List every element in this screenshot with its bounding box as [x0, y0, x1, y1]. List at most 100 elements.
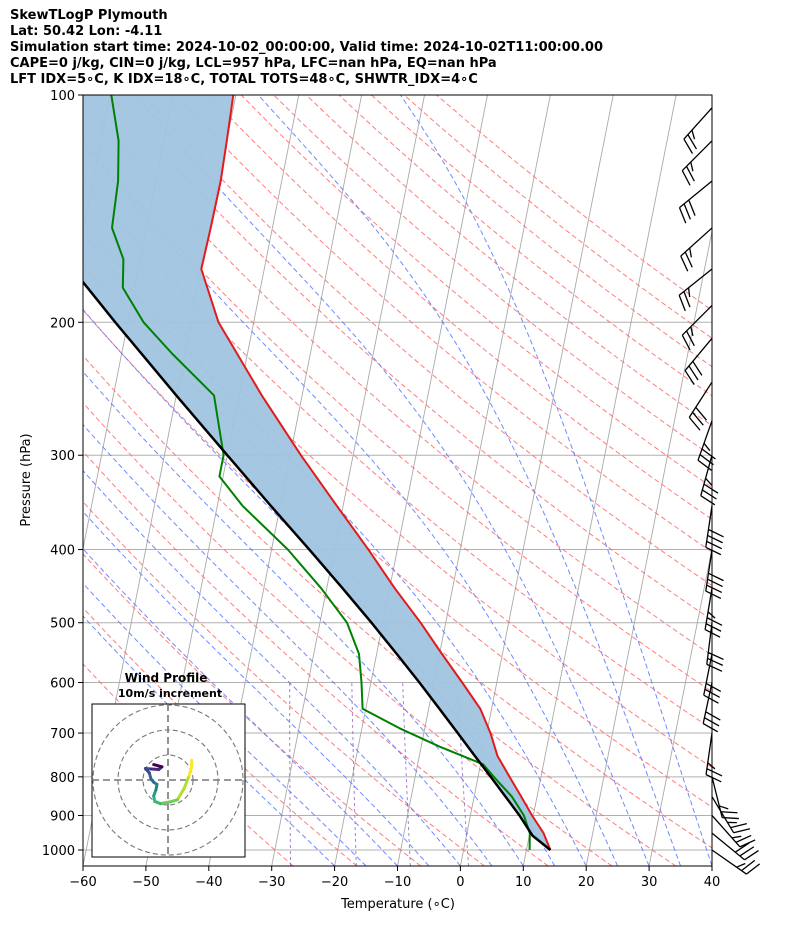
- x-tick-label: −60: [69, 875, 96, 890]
- wind-barb: [680, 227, 713, 272]
- moist-adiabat-line: [83, 308, 556, 866]
- wind-barb-flag: [699, 454, 714, 466]
- wind-barb-flag: [746, 863, 761, 875]
- cin-shaded-area: [83, 95, 551, 850]
- wind-barb-flag: [741, 859, 756, 872]
- x-tick-label: 0: [456, 875, 464, 890]
- isotherm-line: [522, 95, 677, 866]
- wind-barb-staff: [705, 732, 713, 775]
- wind-barb-staff: [688, 381, 713, 418]
- location-line: Lat: 50.42 Lon: -4.11: [10, 24, 163, 39]
- wind-barb-flag: [705, 682, 722, 693]
- dry-adiabat-line: [305, 95, 712, 427]
- wind-barb: [711, 796, 751, 834]
- wind-barb: [681, 140, 713, 186]
- wind-barb-flag: [688, 199, 696, 216]
- wind-barb: [705, 505, 724, 556]
- moist-adiabat-line: [83, 582, 367, 866]
- dry-adiabat-line: [110, 95, 712, 621]
- y-tick-label: 700: [50, 727, 75, 742]
- wind-barb: [681, 304, 713, 351]
- wind-barb: [678, 268, 713, 312]
- wind-barb-flag: [685, 330, 695, 347]
- wind-barb-flag: [701, 448, 716, 460]
- dewpoint-profile-group: [110, 95, 531, 851]
- wind-barb-flag: [706, 584, 723, 594]
- dry-adiabat-line: [371, 95, 712, 368]
- wind-barb: [711, 815, 756, 848]
- hodograph: Wind Profile 10m/s increment: [91, 671, 246, 858]
- wind-barb-staff: [678, 268, 713, 296]
- dry-adiabat-line: [83, 99, 712, 657]
- wind-barb-staff: [703, 653, 713, 696]
- wind-barb-flag: [684, 370, 695, 385]
- wind-barb-staff: [700, 455, 713, 496]
- wind-barb-flag: [690, 326, 694, 337]
- dry-adiabat-line: [273, 95, 712, 457]
- dry-adiabat-line: [143, 95, 712, 587]
- dry-adiabat-line: [83, 450, 549, 866]
- wind-barb-flag: [678, 207, 687, 224]
- wind-barb-staff: [683, 107, 713, 140]
- wind-barb-staff: [711, 815, 741, 848]
- wind-barb-staff: [681, 304, 713, 336]
- wind-barb-staff: [705, 549, 713, 592]
- wind-barb-flag: [692, 360, 703, 376]
- wind-barb: [678, 180, 713, 224]
- moist-adiabat-line: [83, 548, 398, 866]
- y-tick-label: 200: [50, 316, 75, 331]
- wind-barbs: [678, 107, 761, 875]
- x-tick-label: −50: [132, 875, 159, 890]
- time-line: Simulation start time: 2024-10-02_00:00:…: [10, 40, 603, 55]
- dry-adiabat-line: [83, 607, 358, 866]
- wind-barb-staff: [705, 505, 713, 548]
- wind-barb-flag: [683, 138, 694, 154]
- wind-barb-flag: [707, 534, 723, 544]
- isotherm-line: [711, 863, 712, 866]
- y-tick-label: 900: [50, 809, 75, 824]
- wind-barb-staff: [680, 227, 713, 257]
- wind-barb: [711, 776, 739, 820]
- parcel-profile-group: [83, 280, 552, 851]
- wind-barb-flag: [702, 723, 719, 733]
- hodograph-subtitle: 10m/s increment: [118, 687, 222, 700]
- wind-barb: [703, 653, 722, 704]
- wind-barb-flag: [708, 528, 724, 538]
- wind-barb-flag: [739, 839, 756, 848]
- hodograph-plot: [92, 704, 245, 857]
- wind-barb-flag: [700, 495, 716, 506]
- wind-barb-flag: [704, 629, 721, 638]
- wind-barb-staff: [684, 337, 713, 371]
- wind-barb-flag: [683, 291, 691, 308]
- wind-barb-flag: [705, 623, 722, 632]
- wind-barb-flag: [707, 762, 716, 770]
- wind-barb-flag: [708, 651, 724, 661]
- wind-barb-flag: [706, 617, 723, 626]
- moist-adiabat-line: [83, 423, 493, 866]
- wind-barb: [705, 732, 723, 783]
- dry-adiabat-line: [403, 95, 712, 339]
- hodograph-segment: [158, 800, 172, 806]
- wind-barb-flag: [707, 578, 723, 588]
- y-tick-label: 1000: [42, 844, 75, 859]
- wind-barb-flag: [705, 711, 721, 721]
- wind-barb: [704, 588, 723, 638]
- x-axis-label: Temperature (∘C): [340, 897, 455, 912]
- temperature-profile-line: [200, 95, 552, 851]
- dry-adiabat-line: [83, 553, 422, 866]
- mixing-ratio-line: [402, 682, 411, 866]
- wind-barb-flag: [687, 134, 698, 150]
- wind-barb-flag: [689, 247, 692, 258]
- wind-barb-flag: [681, 334, 691, 351]
- x-tick-label: 10: [515, 875, 532, 890]
- x-tick-label: −20: [321, 875, 348, 890]
- wind-barb-flag: [733, 828, 751, 834]
- dry-adiabat-line: [83, 264, 712, 808]
- wind-barb-flag: [703, 483, 719, 494]
- wind-barb-flag: [707, 657, 724, 666]
- wind-barb-flag: [704, 717, 720, 727]
- moist-adiabat-line: [83, 371, 524, 866]
- wind-barb: [711, 849, 761, 875]
